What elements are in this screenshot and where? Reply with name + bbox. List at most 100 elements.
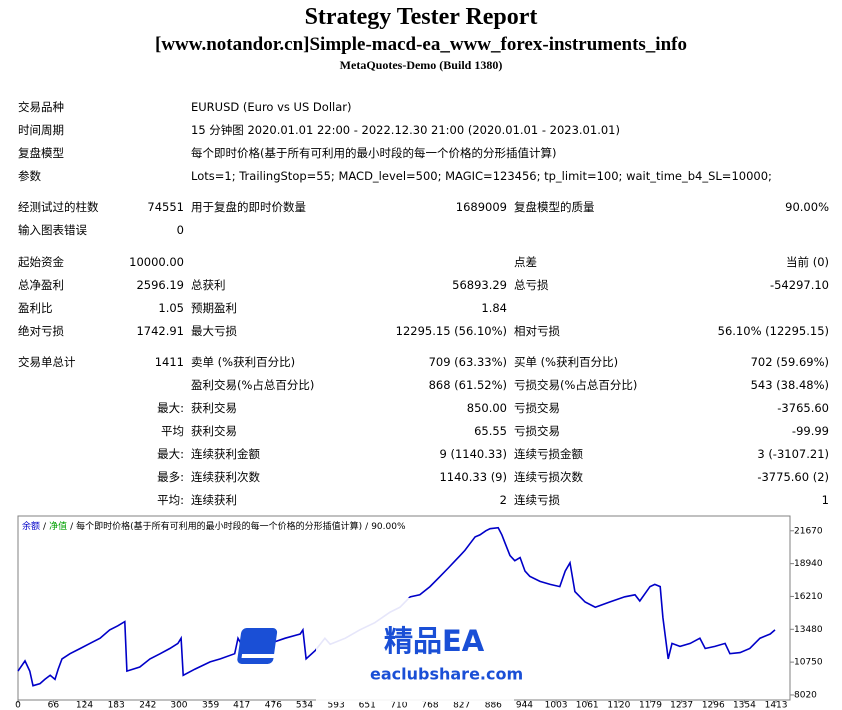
chart-legend: 余额 / 净值 / 每个即时价格(基于所有可利用的最小时段的每一个价格的分形插值计算) /… (22, 520, 406, 532)
stat-value: 最大: (157, 401, 184, 415)
stat-value: 最多: (157, 470, 184, 484)
balance-line (17, 526, 776, 687)
stat-label: 相对亏损 (514, 324, 560, 338)
x-tick-label: 417 (233, 701, 250, 710)
stat-value: 868 (61.52%) (428, 378, 507, 392)
stat-value: 当前 (0) (786, 255, 829, 269)
x-tick-label: 651 (359, 701, 376, 710)
stat-value: 最大: (157, 447, 184, 461)
x-tick-label: 359 (202, 701, 219, 710)
stat-label: 亏损交易 (514, 401, 560, 415)
stat-value: 65.55 (474, 424, 507, 438)
x-tick-label: 183 (108, 701, 125, 710)
stat-value: -3775.60 (2) (757, 470, 829, 484)
x-tick-label: 1061 (576, 701, 599, 710)
x-tick-label: 124 (76, 701, 93, 710)
y-tick-label: 18940 (794, 559, 823, 569)
y-tick-label: 8020 (794, 690, 817, 700)
stat-label: 总获利 (191, 278, 226, 292)
x-tick-label: 300 (170, 701, 187, 710)
y-tick-label: 13480 (794, 625, 823, 635)
y-tick-label: 16210 (794, 592, 823, 602)
info-value: 15 分钟图 2020.01.01 22:00 - 2022.12.30 21:… (191, 123, 620, 137)
stat-value: 1.05 (158, 301, 184, 315)
y-tick-label: 21670 (794, 526, 823, 536)
x-tick-label: 476 (265, 701, 282, 710)
stat-value: 0 (176, 223, 184, 237)
report-title: Strategy Tester Report (304, 4, 538, 30)
stat-label: 连续获利金额 (191, 447, 260, 461)
stat-value: 2 (499, 493, 507, 507)
stat-label: 获利交易 (191, 424, 237, 438)
stat-label: 最大亏损 (191, 324, 237, 338)
info-value: 每个即时价格(基于所有可利用的最小时段的每一个价格的分形插值计算) (191, 146, 557, 160)
stat-label: 获利交易 (191, 401, 237, 415)
stat-value: 90.00% (785, 200, 829, 214)
stat-label: 盈利交易(%占总百分比) (191, 378, 315, 392)
x-tick-label: 886 (485, 701, 502, 710)
stat-value: 2596.19 (136, 278, 184, 292)
x-tick-label: 593 (328, 701, 345, 710)
info-value: EURUSD (Euro vs US Dollar) (191, 100, 352, 114)
x-tick-label: 710 (390, 701, 407, 710)
stat-value: 平均: (157, 493, 184, 507)
info-label: 时间周期 (18, 123, 64, 137)
stat-label: 点差 (514, 255, 537, 269)
x-tick-label: 242 (139, 701, 156, 710)
stat-value: -3765.60 (777, 401, 829, 415)
y-tick-label: 10750 (794, 658, 823, 668)
x-tick-label: 1237 (670, 701, 693, 710)
stat-label: 连续亏损 (514, 493, 560, 507)
info-label: 参数 (18, 169, 41, 183)
stat-value: -99.99 (791, 424, 829, 438)
info-value: Lots=1; TrailingStop=55; MACD_level=500;… (191, 169, 772, 183)
build-info: MetaQuotes-Demo (Build 1380) (339, 58, 503, 72)
stat-label: 交易单总计 (18, 355, 76, 369)
x-tick-label: 1120 (607, 701, 630, 710)
stat-value: 1140.33 (9) (439, 470, 507, 484)
x-tick-label: 0 (15, 701, 21, 710)
x-tick-label: 1354 (733, 701, 756, 710)
x-tick-label: 1413 (765, 701, 788, 710)
watermark-icon (237, 628, 278, 664)
legend-equity: 净值 (49, 520, 67, 532)
stat-label: 连续亏损金额 (514, 447, 583, 461)
stat-value: 1411 (154, 355, 184, 369)
stat-label: 卖单 (%获利百分比) (191, 355, 296, 369)
stat-label: 连续获利 (191, 493, 237, 507)
stat-label: 预期盈利 (191, 301, 237, 315)
watermark-brand: 精品EA (384, 624, 485, 658)
watermark: 精品EA eaclubshare.com (237, 598, 523, 702)
legend-model: 每个即时价格(基于所有可利用的最小时段的每一个价格的分形插值计算) (76, 520, 362, 532)
watermark-icon-line (241, 654, 279, 658)
stat-label: 亏损交易(%占总百分比) (514, 378, 638, 392)
x-tick-label: 1179 (639, 701, 662, 710)
stat-value: 543 (38.48%) (750, 378, 829, 392)
info-label: 交易品种 (18, 100, 64, 114)
stat-label: 总亏损 (514, 278, 549, 292)
legend-quality: 90.00% (371, 522, 406, 532)
x-tick-label: 534 (296, 701, 313, 710)
watermark-bg (316, 598, 514, 702)
x-tick-label: 1296 (702, 701, 725, 710)
stat-label: 亏损交易 (514, 424, 560, 438)
stat-value: 709 (63.33%) (428, 355, 507, 369)
x-tick-label: 827 (453, 701, 470, 710)
stat-value: 56.10% (12295.15) (717, 324, 829, 338)
stat-value: 平均 (161, 424, 184, 438)
stat-label: 连续亏损次数 (514, 470, 583, 484)
legend-sep: / (365, 522, 369, 532)
legend-balance: 余额 (22, 520, 40, 532)
stat-value: 1742.91 (136, 324, 184, 338)
info-label: 复盘模型 (18, 146, 64, 160)
watermark-site: eaclubshare.com (370, 665, 523, 684)
stat-label: 绝对亏损 (18, 324, 64, 338)
stat-value: 56893.29 (452, 278, 507, 292)
stat-label: 盈利比 (18, 301, 53, 315)
stat-label: 输入图表错误 (18, 223, 87, 237)
stat-value: -54297.10 (769, 278, 829, 292)
stat-label: 总净盈利 (18, 278, 64, 292)
stat-value: 74551 (147, 200, 184, 214)
stat-label: 买单 (%获利百分比) (514, 355, 619, 369)
